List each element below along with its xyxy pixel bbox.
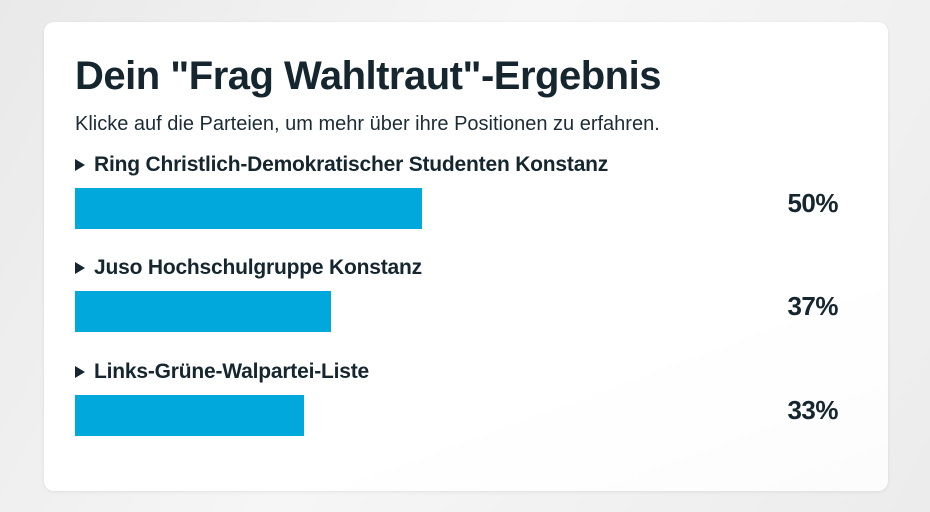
party-toggle[interactable]: Ring Christlich-Demokratischer Studenten… [75, 153, 838, 177]
expand-arrow-icon [75, 262, 85, 274]
match-bar [75, 395, 304, 436]
match-percentage: 33% [787, 395, 838, 425]
expand-arrow-icon [75, 159, 85, 171]
instruction-text: Klicke auf die Parteien, um mehr über ih… [75, 113, 660, 135]
party-toggle[interactable]: Links-Grüne-Walpartei-Liste [75, 360, 838, 384]
match-bar [75, 188, 422, 229]
match-bar-row: 33% [75, 395, 839, 436]
match-percentage: 37% [787, 291, 838, 321]
match-bar-track [75, 188, 768, 229]
page-title: Dein "Frag Wahltraut"-Ergebnis [75, 54, 661, 98]
party-result-row: Juso Hochschulgruppe Konstanz 37% [75, 256, 839, 332]
party-name: Juso Hochschulgruppe Konstanz [94, 256, 422, 279]
party-result-row: Links-Grüne-Walpartei-Liste 33% [75, 360, 839, 436]
party-toggle[interactable]: Juso Hochschulgruppe Konstanz [75, 256, 838, 280]
match-percentage: 50% [787, 188, 838, 218]
party-result-row: Ring Christlich-Demokratischer Studenten… [75, 153, 839, 229]
match-bar-row: 37% [75, 291, 839, 332]
party-name: Ring Christlich-Demokratischer Studenten… [94, 153, 609, 176]
expand-arrow-icon [75, 366, 85, 378]
match-bar [75, 291, 332, 332]
match-bar-track [75, 291, 768, 332]
match-bar-track [75, 395, 768, 436]
match-bar-row: 50% [75, 188, 839, 229]
party-name: Links-Grüne-Walpartei-Liste [94, 360, 370, 383]
result-card: Dein "Frag Wahltraut"-Ergebnis Klicke au… [44, 22, 888, 491]
